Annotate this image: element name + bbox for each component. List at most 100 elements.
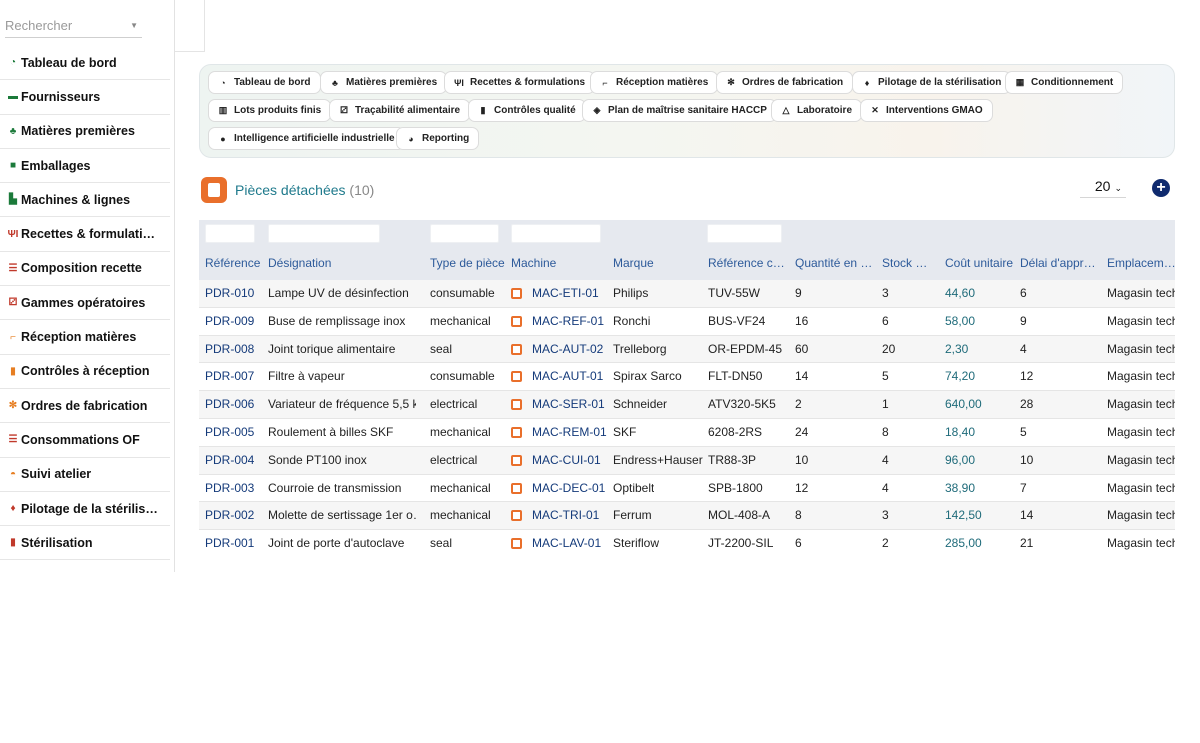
row-unit-cost: 640,00: [945, 397, 982, 412]
row-machine-link[interactable]: MAC-SER-01: [532, 397, 605, 412]
sidebar-item[interactable]: ⚂ Gammes opératoires: [0, 286, 170, 321]
nav-chip[interactable]: ◔ Tableau de bord: [208, 71, 321, 94]
sidebar-item[interactable]: ♣ Matières premières: [0, 115, 170, 149]
column-header[interactable]: Coût unitaire: [945, 256, 1014, 270]
nav-chip[interactable]: ⌐ Réception matières: [590, 71, 719, 94]
table-cell: OR-EPDM-45: [708, 341, 783, 356]
nav-chip[interactable]: ● Intelligence artificielle industrielle: [208, 127, 405, 150]
row-reference-link[interactable]: PDR-005: [205, 425, 255, 439]
table-row[interactable]: PDR-001 Joint de porte d'autoclave seal MAC…: [199, 530, 1175, 557]
page-size-select[interactable]: 20 ⌄: [1080, 178, 1126, 198]
sidebar-item[interactable]: ☰ Composition recette: [0, 252, 170, 287]
sidebar-item[interactable]: ◔ Tableau de bord: [0, 46, 170, 81]
search-input[interactable]: [5, 14, 125, 33]
table-cell: Philips: [613, 286, 649, 300]
row-machine-link[interactable]: MAC-REM-01: [532, 425, 607, 439]
nav-chip[interactable]: ◈ Plan de maîtrise sanitaire HACCP: [582, 99, 777, 122]
row-reference-link[interactable]: PDR-004: [205, 452, 255, 467]
table-cell: 60: [795, 341, 809, 356]
row-machine-link[interactable]: MAC-AUT-01: [532, 369, 604, 384]
row-reference-link[interactable]: PDR-002: [205, 508, 255, 523]
filter-machine[interactable]: [511, 224, 601, 243]
row-machine-link[interactable]: MAC-DEC-01: [532, 480, 606, 495]
nav-chip[interactable]: ⚂ Traçabilité alimentaire: [329, 99, 471, 122]
sidebar-item[interactable]: ▙ Machines & lignes: [0, 183, 170, 218]
sidebar-item[interactable]: ▬ Fournisseurs: [0, 80, 170, 115]
table-cell: 6: [1020, 286, 1027, 300]
chevron-down-icon[interactable]: ▼: [130, 21, 138, 30]
column-header[interactable]: Emplacement: [1107, 256, 1175, 270]
nav-chip[interactable]: ▦ Conditionnement: [1005, 71, 1124, 94]
table-row[interactable]: PDR-003 Courroie de transmission mechanica…: [199, 474, 1175, 503]
machine-icon: [511, 454, 522, 466]
row-reference-link[interactable]: PDR-001: [205, 536, 255, 551]
row-machine-link[interactable]: MAC-REF-01: [532, 313, 605, 328]
row-reference-link[interactable]: PDR-009: [205, 313, 255, 328]
table-cell: Ronchi: [613, 313, 651, 328]
nav-chip[interactable]: ✕ Interventions GMAO: [860, 99, 993, 122]
row-machine-link[interactable]: MAC-LAV-01: [532, 536, 602, 551]
column-header[interactable]: Référence c…: [708, 256, 785, 270]
sidebar-item[interactable]: ▮ Contrôles à réception: [0, 355, 170, 389]
table-row[interactable]: PDR-005 Roulement à billes SKF mechanical M…: [199, 419, 1175, 447]
column-header[interactable]: Marque: [613, 256, 654, 270]
row-machine-link[interactable]: MAC-CUI-01: [532, 452, 601, 467]
row-machine-link[interactable]: MAC-TRI-01: [532, 508, 600, 523]
row-reference-link[interactable]: PDR-006: [205, 397, 255, 412]
row-reference-link[interactable]: PDR-003: [205, 480, 255, 495]
page-title: Pièces détachées (10): [235, 182, 374, 198]
table-row[interactable]: PDR-008 Joint torique alimentaire seal MAC-…: [199, 335, 1175, 364]
sidebar-item[interactable]: ΨΙ Recettes & formulati…: [0, 217, 170, 252]
logo-icon: [208, 183, 220, 197]
column-header[interactable]: Délai d'appr…: [1020, 256, 1096, 270]
row-reference-link[interactable]: PDR-008: [205, 341, 255, 356]
sidebar-item[interactable]: ⌐ Réception matières: [0, 320, 170, 355]
sidebar-item-label: Suivi atelier: [21, 467, 92, 482]
table-row[interactable]: PDR-004 Sonde PT100 inox electrical MAC-CUI…: [199, 446, 1175, 475]
sidebar-item-label: Réception matières: [21, 330, 137, 345]
table-cell: Magasin techn: [1107, 313, 1175, 328]
table-row[interactable]: PDR-002 Molette de sertissage 1er o… mecha…: [199, 502, 1175, 531]
column-header[interactable]: Quantité en …: [795, 256, 873, 270]
row-reference-link[interactable]: PDR-007: [205, 369, 255, 384]
filter-type[interactable]: [430, 224, 499, 243]
search-box[interactable]: ▼: [5, 14, 142, 38]
sidebar-item-label: Pilotage de la stérilis…: [21, 501, 158, 516]
column-header[interactable]: Stock mini: [882, 256, 937, 270]
nav-chip[interactable]: ▥ Lots produits finis: [208, 99, 332, 122]
nav-chip[interactable]: ♦ Pilotage de la stérilisation: [852, 71, 1012, 94]
utensils-icon: ΨΙ: [7, 228, 19, 240]
column-header[interactable]: Référence: [205, 256, 261, 270]
nav-chip-label: Pilotage de la stérilisation: [878, 77, 1002, 88]
row-machine-link[interactable]: MAC-AUT-02: [532, 341, 604, 356]
dashboard-icon: ◔: [220, 77, 226, 88]
add-record-button[interactable]: +: [1152, 179, 1170, 197]
filter-ref-constructeur[interactable]: [707, 224, 782, 243]
table-row[interactable]: PDR-007 Filtre à vapeur consumable MAC-AUT-…: [199, 363, 1175, 392]
filter-reference[interactable]: [205, 224, 255, 243]
nav-chip[interactable]: ✻ Ordres de fabrication: [716, 71, 854, 94]
table-cell: 5: [1020, 425, 1027, 439]
table-row[interactable]: PDR-006 Variateur de fréquence 5,5 kW elec…: [199, 391, 1175, 419]
column-header[interactable]: Désignation: [268, 256, 332, 270]
nav-chip[interactable]: △ Laboratoire: [771, 99, 863, 122]
row-reference-link[interactable]: PDR-010: [205, 286, 255, 300]
table-cell: Filtre à vapeur: [268, 369, 345, 384]
nav-chip[interactable]: ▮ Contrôles qualité: [468, 99, 586, 122]
row-machine-link[interactable]: MAC-ETI-01: [532, 286, 599, 300]
sidebar-item[interactable]: ☰ Consommations OF: [0, 423, 170, 458]
nav-chip[interactable]: ◕ Reporting: [396, 127, 480, 150]
sidebar-item[interactable]: ▮ Stérilisation: [0, 526, 170, 561]
nav-chip-label: Traçabilité alimentaire: [355, 105, 461, 116]
sidebar-item[interactable]: ♦ Pilotage de la stérilis…: [0, 492, 170, 527]
sidebar-item[interactable]: ✻ Ordres de fabrication: [0, 389, 170, 424]
filter-designation[interactable]: [268, 224, 380, 243]
column-header[interactable]: Type de pièce: [430, 256, 505, 270]
sidebar-item[interactable]: ■ Emballages: [0, 149, 170, 184]
table-row[interactable]: PDR-010 Lampe UV de désinfection consumabl…: [199, 280, 1175, 308]
nav-chip[interactable]: ♣ Matières premières: [320, 71, 448, 94]
nav-chip[interactable]: ΨΙ Recettes & formulations: [444, 71, 596, 94]
table-row[interactable]: PDR-009 Buse de remplissage inox mechanica…: [199, 307, 1175, 336]
column-header[interactable]: Machine: [511, 256, 557, 270]
sidebar-item[interactable]: ◓ Suivi atelier: [0, 458, 170, 492]
